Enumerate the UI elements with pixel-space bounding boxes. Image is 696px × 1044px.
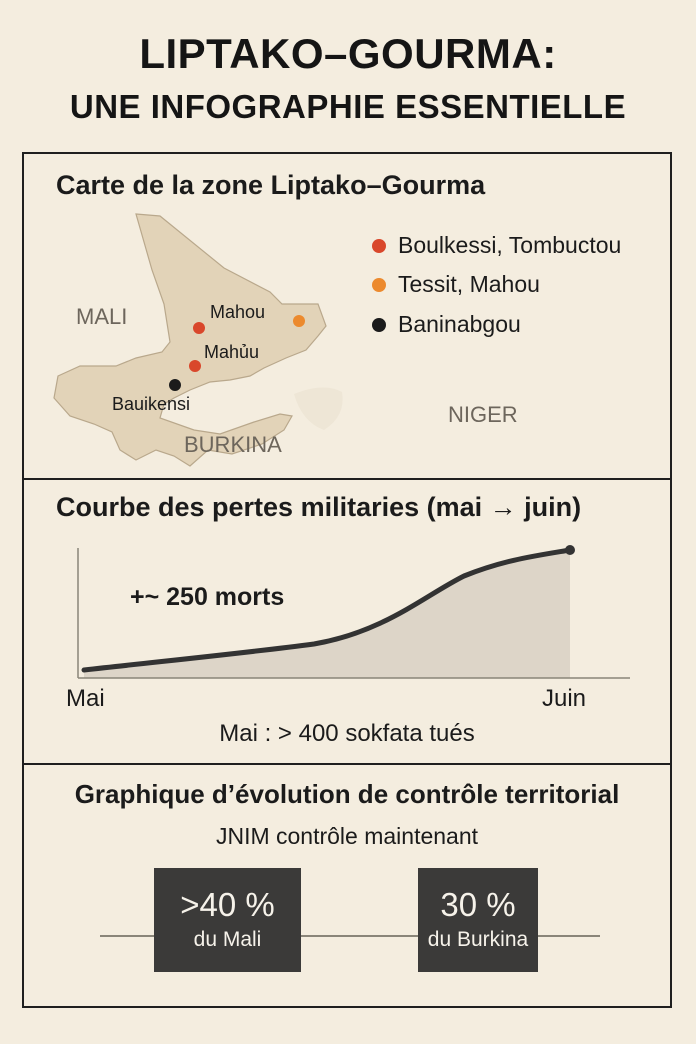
territorial-control-panel: Graphique d’évolution de contrôle territ… xyxy=(22,765,672,1008)
stat-value: 30 % xyxy=(440,886,516,923)
control-heading: Graphique d’évolution de contrôle territ… xyxy=(74,779,620,809)
legend-item: Baninabgou xyxy=(372,311,521,338)
town-marker-bauikensi xyxy=(169,379,181,391)
curve-heading: Courbe des pertes militaries (mai → juin… xyxy=(56,492,582,522)
country-label-burkina: BURKINA xyxy=(184,432,282,457)
legend-label: Boulkessi, Tombuctou xyxy=(398,232,622,258)
curve-area xyxy=(84,550,570,678)
stat-label: du Mali xyxy=(193,928,262,951)
baseline-divider xyxy=(100,935,600,937)
legend-dot-icon xyxy=(372,277,386,292)
curve-note: Mai : > 400 sokfata tués xyxy=(219,720,475,747)
country-label-niger: NIGER xyxy=(448,402,518,427)
curve-annotation: +~ 250 morts xyxy=(130,583,285,611)
stat-box-burkina: 30 % du Burkina xyxy=(418,868,538,972)
niger-shape xyxy=(294,387,343,430)
control-subheading: JNIM contrôle maintenant xyxy=(215,823,479,849)
x-label-end: Juin xyxy=(542,685,587,712)
town-label-bauikensi: Bauikensi xyxy=(112,394,191,414)
page-subtitle: UNE INFOGRAPHIE ESSENTIELLE xyxy=(69,88,627,125)
mali-burkina-shape xyxy=(53,213,327,467)
town-label-mahou: Mahou xyxy=(210,302,266,322)
town-marker-mahou xyxy=(193,322,205,334)
legend-label: Tessit, Mahou xyxy=(398,271,540,297)
curve-line xyxy=(81,547,573,673)
liptako-gourma-map xyxy=(53,213,343,467)
legend-dot-icon xyxy=(372,238,386,253)
losses-curve-panel: Courbe des pertes militaries (mai → juin… xyxy=(22,480,672,765)
town-marker-east xyxy=(293,315,305,327)
x-label-start: Mai xyxy=(66,685,105,712)
stat-label: du Burkina xyxy=(427,928,529,951)
legend-label: Baninabgou xyxy=(398,311,521,337)
town-marker-mahuu xyxy=(189,360,201,372)
losses-curve-chart xyxy=(77,545,630,679)
legend-item: Tessit, Mahou xyxy=(372,271,540,298)
legend-item: Boulkessi, Tombuctou xyxy=(372,232,621,259)
map-heading: Carte de la zone Liptako–Gourma xyxy=(56,170,486,200)
stat-value: >40 % xyxy=(180,886,275,923)
country-label-mali: MALI xyxy=(76,304,128,329)
map-panel: Carte de la zone Liptako–Gourma MALI BUR… xyxy=(22,152,672,480)
curve-end-point xyxy=(565,545,575,555)
page-title: LIPTAKO–GOURMA: xyxy=(139,30,557,77)
legend-dot-icon xyxy=(372,317,386,332)
town-label-mahuu: Mahủu xyxy=(204,342,260,362)
stat-box-mali: >40 % du Mali xyxy=(154,868,301,972)
